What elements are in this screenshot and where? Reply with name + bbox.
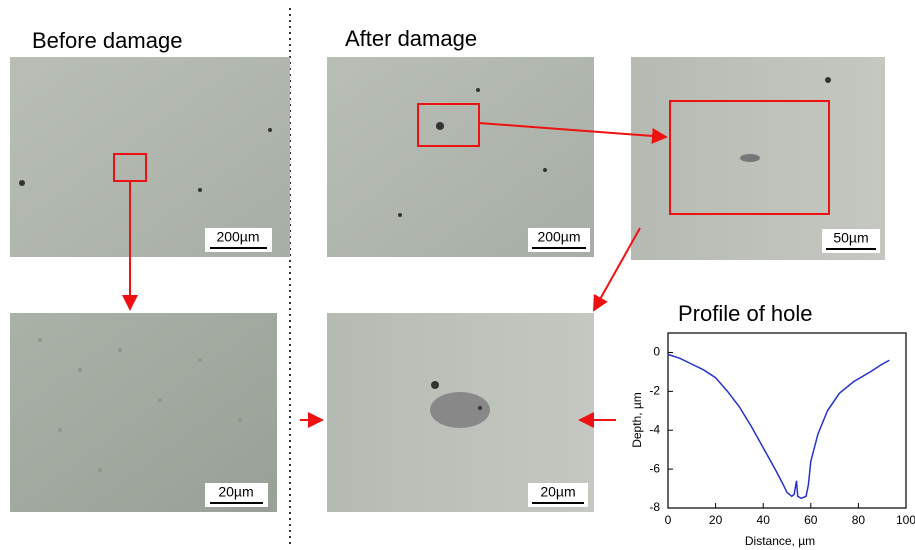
- y-tick-label: 0: [653, 345, 660, 359]
- micrograph: [10, 313, 277, 512]
- y-tick-label: -2: [649, 384, 660, 398]
- y-tick-label: -6: [649, 461, 660, 475]
- x-tick-label: 40: [757, 513, 771, 527]
- profile-line: [668, 354, 889, 498]
- x-tick-label: 60: [804, 513, 818, 527]
- scale-bar-label: 200µm: [537, 229, 580, 245]
- scale-bar-label: 20µm: [540, 484, 575, 500]
- x-tick-label: 80: [852, 513, 866, 527]
- figure: Before damage After damage 200µm 20µm 20…: [0, 0, 915, 550]
- scale-bar-label: 200µm: [216, 229, 259, 245]
- micrograph: [10, 57, 290, 257]
- x-tick-label: 100: [896, 513, 915, 527]
- scale-bar-label: 50µm: [833, 230, 868, 246]
- x-axis-label: Distance, µm: [745, 534, 815, 548]
- y-tick-label: -4: [649, 422, 660, 436]
- heading: After damage: [345, 26, 477, 51]
- x-tick-label: 20: [709, 513, 723, 527]
- heading: Before damage: [32, 28, 182, 53]
- scale-bar-label: 20µm: [218, 484, 253, 500]
- micrograph: [327, 57, 594, 257]
- chart-title: Profile of hole: [678, 301, 813, 326]
- plot-frame: [668, 333, 906, 508]
- y-tick-label: -8: [649, 500, 660, 514]
- y-axis-label: Depth, µm: [630, 392, 644, 448]
- x-tick-label: 0: [665, 513, 672, 527]
